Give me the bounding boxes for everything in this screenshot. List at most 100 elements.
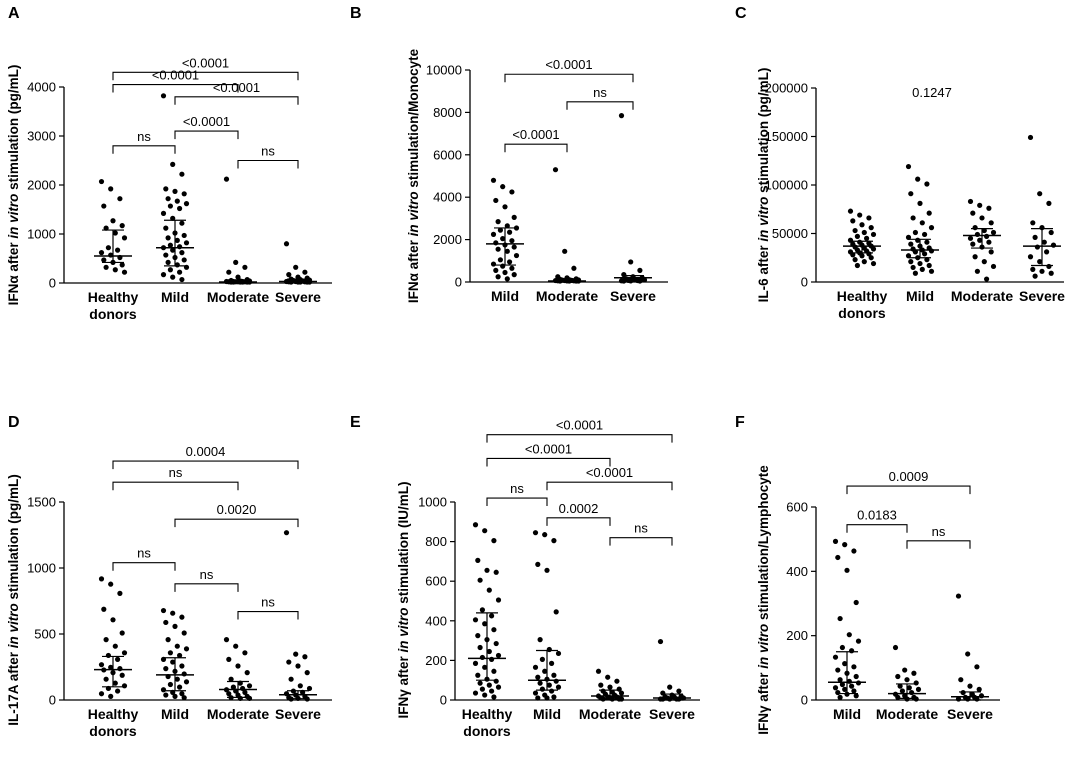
- data-point: [119, 262, 125, 268]
- significance-bracket: [237, 611, 299, 620]
- y-axis-label-part: in vitro: [756, 624, 771, 669]
- data-point: [924, 257, 930, 263]
- data-point: [482, 664, 488, 670]
- data-point: [1030, 266, 1036, 272]
- data-point: [509, 265, 515, 271]
- p-value-label: <0.0001: [152, 68, 199, 83]
- data-point: [179, 691, 185, 697]
- significance-bracket: [504, 143, 568, 153]
- data-point: [913, 696, 919, 702]
- y-axis-label-part: IFNα after: [6, 239, 21, 306]
- data-point: [491, 694, 497, 700]
- y-tick-label: 0: [440, 693, 447, 708]
- data-point: [844, 691, 850, 697]
- data-point: [912, 270, 919, 276]
- data-point: [908, 259, 914, 265]
- data-point: [172, 693, 178, 699]
- data-point: [544, 567, 550, 573]
- data-point: [870, 246, 877, 252]
- data-point: [495, 274, 501, 280]
- data-point: [117, 666, 123, 672]
- data-point: [183, 679, 190, 685]
- data-point: [970, 241, 976, 247]
- data-point: [1034, 244, 1040, 250]
- data-point: [482, 528, 488, 534]
- y-tick-label: 4000: [27, 80, 56, 95]
- y-tick-label: 1000: [27, 227, 56, 242]
- data-point: [177, 652, 183, 659]
- data-point: [115, 247, 121, 253]
- data-point: [179, 614, 185, 620]
- data-point: [183, 201, 190, 207]
- data-point: [500, 236, 506, 242]
- data-point: [853, 693, 859, 699]
- y-axis-label: IFNγ after in vitro stimulation/Lymphocy…: [756, 465, 771, 735]
- data-point: [842, 542, 848, 548]
- data-point: [495, 597, 502, 603]
- data-point: [553, 609, 559, 615]
- p-value-label: ns: [200, 567, 214, 582]
- data-point: [486, 648, 492, 655]
- y-axis-label-part: IFNα after: [406, 236, 421, 303]
- data-point: [851, 688, 857, 694]
- data-point: [864, 235, 870, 241]
- data-point: [1046, 263, 1052, 270]
- category-label: Moderate: [951, 288, 1013, 304]
- data-point: [637, 267, 643, 273]
- data-point: [532, 690, 539, 696]
- data-point: [502, 204, 508, 210]
- data-point: [850, 252, 856, 258]
- data-point: [926, 262, 932, 269]
- data-point: [851, 548, 857, 554]
- data-point: [495, 652, 502, 659]
- y-tick-label: 6000: [433, 147, 462, 162]
- data-point: [1037, 191, 1043, 197]
- panel-letter: E: [350, 414, 361, 431]
- data-point: [170, 659, 176, 665]
- data-point: [835, 554, 841, 561]
- y-tick-label: 3000: [27, 129, 56, 144]
- category-label: donors: [838, 305, 886, 321]
- data-point: [1030, 220, 1036, 226]
- data-point: [504, 276, 510, 282]
- data-point: [861, 229, 867, 236]
- data-point: [912, 229, 919, 236]
- y-axis-label-part: stimulation (pg/mL): [756, 68, 771, 197]
- p-value-label: <0.0001: [183, 114, 230, 129]
- y-tick-label: 10000: [426, 63, 462, 78]
- y-tick-label: 1500: [27, 495, 56, 510]
- significance-bracket: [846, 524, 908, 533]
- data-point: [226, 269, 232, 275]
- y-axis-label-part: in vitro: [396, 607, 411, 652]
- y-axis-label-part: in vitro: [406, 191, 421, 236]
- p-value-label: <0.0001: [182, 55, 229, 70]
- p-value-label: <0.0001: [556, 418, 603, 433]
- data-point: [513, 252, 520, 259]
- data-point: [967, 235, 974, 241]
- significance-bracket: [546, 481, 673, 491]
- data-point: [855, 638, 862, 644]
- data-point: [853, 673, 859, 680]
- data-point: [288, 676, 294, 682]
- data-point: [507, 229, 513, 235]
- data-point: [103, 225, 109, 231]
- category-label: Healthy: [88, 289, 139, 305]
- significance-bracket: [112, 562, 176, 571]
- data-point: [117, 590, 123, 597]
- y-tick-label: 0: [801, 275, 808, 290]
- category-label: Moderate: [876, 706, 938, 722]
- y-tick-label: 2000: [27, 178, 56, 193]
- data-point: [495, 219, 501, 225]
- data-point: [108, 693, 114, 699]
- y-tick-label: 4000: [433, 190, 462, 205]
- data-point: [990, 263, 997, 270]
- category-label: Mild: [906, 288, 934, 304]
- data-point: [477, 680, 483, 686]
- panel-letter: B: [350, 5, 362, 22]
- data-point: [295, 663, 301, 669]
- data-point: [179, 276, 185, 283]
- data-point: [509, 238, 515, 244]
- data-point: [859, 253, 865, 259]
- y-tick-label: 200000: [765, 81, 808, 96]
- y-tick-label: 400: [425, 613, 447, 628]
